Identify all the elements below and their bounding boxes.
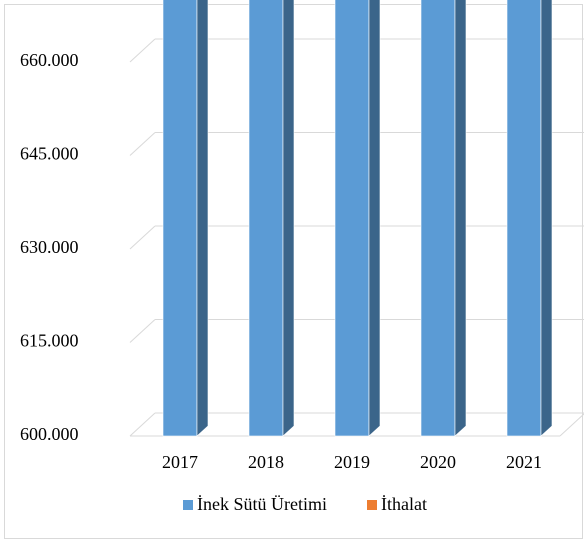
grid-line-side xyxy=(129,132,156,156)
bar-side xyxy=(282,0,295,437)
bar-side xyxy=(196,0,209,437)
y-tick-label: 660.000 xyxy=(20,50,79,70)
legend-swatch xyxy=(183,500,193,510)
grid-line-side xyxy=(129,38,156,63)
x-tick-label: 2017 xyxy=(162,452,198,472)
y-tick-label: 615.000 xyxy=(20,331,79,351)
bar xyxy=(506,0,542,437)
legend-swatch xyxy=(367,500,377,510)
bar-side xyxy=(368,0,381,437)
bar xyxy=(420,0,456,437)
y-tick-label: 645.000 xyxy=(20,144,79,164)
x-tick-label: 2019 xyxy=(334,452,370,472)
x-tick-label: 2021 xyxy=(506,452,542,472)
bar xyxy=(248,0,284,437)
x-tick-label: 2020 xyxy=(420,452,456,472)
bar xyxy=(162,0,198,437)
bar-side xyxy=(540,0,553,437)
legend-label: İthalat xyxy=(381,494,427,514)
bar-side xyxy=(454,0,467,437)
grid-line-side xyxy=(129,319,156,343)
x-tick-label: 2018 xyxy=(248,452,284,472)
floor-edge xyxy=(559,413,584,437)
legend-label: İnek Sütü Üretimi xyxy=(197,494,327,514)
grid-line-side xyxy=(129,412,156,437)
bar xyxy=(334,0,370,437)
y-tick-label: 600.000 xyxy=(20,424,79,444)
grid-line-side xyxy=(129,225,156,250)
y-tick-label: 630.000 xyxy=(20,237,79,257)
